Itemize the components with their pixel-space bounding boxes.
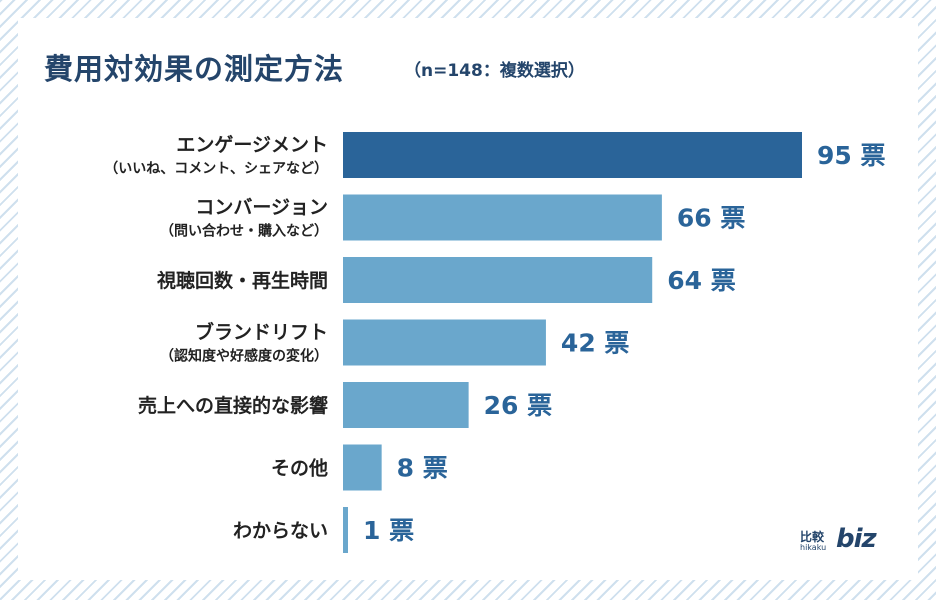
- category-label-1: エンゲージメント: [176, 134, 328, 156]
- category-label-4: ブランドリフト: [195, 321, 328, 344]
- category-label-5: 売上への直接的な影響: [138, 394, 328, 417]
- category-sublabel-4: （認知度や好感度の変化）: [160, 348, 328, 365]
- logo-romaji: hikaku: [800, 543, 827, 552]
- chart-title: 費用対効果の測定方法: [44, 52, 345, 86]
- chart-subtitle: （n=148：複数選択）: [404, 61, 585, 81]
- value-label-3: 64 票: [667, 266, 736, 295]
- logo-brand: biz: [836, 524, 877, 554]
- value-label-2: 66 票: [677, 204, 746, 233]
- bar-4: [343, 319, 546, 366]
- category-label-7: わからない: [233, 520, 328, 542]
- category-sublabel-1: （いいね、コメント、シェアなど）: [104, 161, 328, 177]
- bar-5: [343, 382, 469, 428]
- value-label-6: 8 票: [397, 454, 448, 483]
- value-label-5: 26 票: [484, 391, 553, 420]
- bar-2: [343, 194, 662, 241]
- value-label-4: 42 票: [561, 329, 630, 358]
- bar-3: [343, 257, 653, 303]
- bar-6: [343, 444, 382, 491]
- bar-7: [343, 507, 348, 553]
- category-sublabel-2: （問い合わせ・購入など）: [160, 223, 328, 240]
- category-label-6: その他: [271, 457, 328, 480]
- category-label-3: 視聴回数・再生時間: [156, 269, 328, 292]
- value-label-1: 95 票: [817, 141, 886, 170]
- value-label-7: 1 票: [363, 516, 414, 545]
- logo-kanji: 比較: [800, 530, 825, 544]
- hikaku-biz-logo: 比較 hikaku biz: [800, 524, 900, 564]
- bar-1: [343, 132, 802, 178]
- category-label-2: コンバージョン: [195, 197, 328, 219]
